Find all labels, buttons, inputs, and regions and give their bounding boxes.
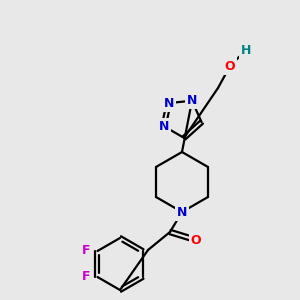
Text: F: F	[82, 271, 91, 284]
Text: F: F	[82, 244, 91, 257]
Text: H: H	[241, 44, 251, 56]
Text: N: N	[177, 206, 187, 218]
Text: O: O	[225, 59, 235, 73]
Text: N: N	[158, 120, 169, 133]
Text: O: O	[191, 233, 201, 247]
Text: N: N	[164, 97, 174, 110]
Text: N: N	[187, 94, 197, 107]
